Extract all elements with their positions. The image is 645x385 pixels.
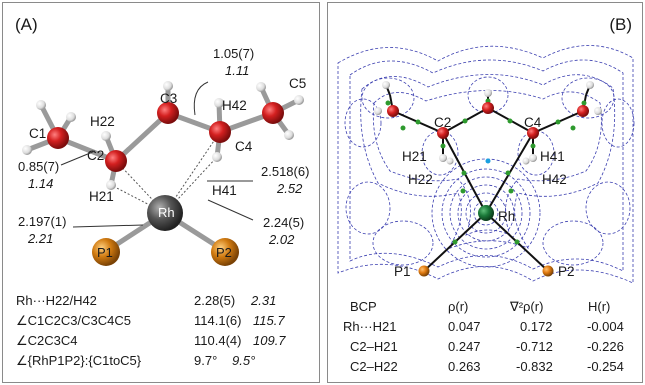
label-h42: H42 (222, 98, 247, 113)
row-calc: 109.7 (253, 333, 286, 348)
cell-laplacian: -0.832 (516, 359, 553, 374)
electron-density-map-b: C2 C4 H21 H41 H22 H42 Rh P1 P2 (337, 45, 635, 284)
row-label: Rh···H22/H42 (16, 293, 97, 308)
label-h42: H42 (542, 172, 567, 187)
label-c4: C4 (235, 139, 253, 154)
cell-rho: 0.047 (448, 319, 481, 334)
cell-rho: 0.263 (448, 359, 481, 374)
cell-bcp: C2–H21 (350, 339, 398, 354)
header-rho: ρ(r) (448, 299, 469, 314)
row-label: ∠C1C2C3/C3C4C5 (16, 313, 131, 328)
row-value: 2.28(5) (194, 293, 236, 308)
cell-energy: -0.004 (587, 319, 624, 334)
ring-critical-point-b (485, 158, 491, 164)
cell-energy: -0.254 (587, 359, 624, 374)
header-energy: H(r) (588, 299, 611, 314)
annotation-2-calc: 1.14 (28, 176, 53, 191)
molecule-structure-a: C1 C2 C3 C4 C5 H22 H42 H21 H41 Rh P1 P2 … (18, 46, 309, 266)
row-calc: 115.7 (253, 313, 285, 328)
row-calc: 2.31 (251, 293, 277, 308)
annotation-1-calc: 1.11 (225, 63, 249, 78)
cell-bcp: C2–H22 (350, 359, 398, 374)
label-c2: C2 (434, 115, 451, 130)
row-calc: 9.5° (232, 353, 256, 368)
phosphorus-atom-p1-b (418, 265, 430, 277)
label-c4: C4 (524, 115, 542, 130)
density-contours-b (337, 45, 635, 284)
label-rh: Rh (498, 209, 515, 224)
panel-a: (A) (2, 2, 320, 383)
annotation-4-calc: 2.02 (268, 232, 295, 247)
annotation-3-calc: 2.52 (276, 181, 303, 196)
header-laplacian: ∇²ρ(r) (510, 299, 544, 314)
row-label: ∠C2C3C4 (16, 333, 78, 348)
cell-laplacian: -0.712 (516, 339, 553, 354)
annotation-5-value: 2.197(1) (18, 214, 66, 229)
label-p2: P2 (216, 245, 232, 260)
hydrogen-atoms-a (22, 81, 304, 190)
label-p1: P1 (394, 264, 411, 279)
panel-b-tag: (B) (609, 15, 632, 34)
row-value: 114.1(6) (194, 313, 242, 328)
bond-critical-points-b (385, 98, 587, 245)
label-c2: C2 (87, 148, 104, 163)
carbon-atoms-a (47, 102, 284, 172)
cell-rho: 0.247 (448, 339, 481, 354)
row-label: ∠{RhP1P2}:{C1toC5} (16, 353, 142, 368)
phosphorus-atom-p2-a (211, 238, 239, 266)
carbon-atoms-b (387, 102, 589, 139)
label-p1: P1 (97, 245, 113, 260)
annotation-4-value: 2.24(5) (263, 215, 304, 230)
cell-bcp: Rh···H21 (343, 319, 397, 334)
rhodium-atom-b (478, 205, 494, 221)
annotation-2-value: 0.85(7) (18, 159, 59, 174)
label-p2: P2 (558, 264, 575, 279)
label-h41: H41 (540, 149, 565, 164)
hydrogen-atoms-b (374, 81, 602, 165)
row-value: 110.4(4) (194, 333, 242, 348)
cell-laplacian: 0.172 (520, 319, 553, 334)
label-h22: H22 (90, 114, 115, 129)
geometry-table-a: Rh···H22/H42 2.28(5) 2.31 ∠C1C2C3/C3C4C5… (16, 293, 316, 383)
annotation-arrows-a (60, 81, 254, 228)
annotation-3-value: 2.518(6) (261, 164, 309, 179)
label-rh: Rh (158, 205, 175, 220)
header-bcp: BCP (350, 299, 377, 314)
label-h21: H21 (402, 149, 427, 164)
bcp-table-b: BCP ρ(r) ∇²ρ(r) H(r) Rh···H21 0.047 0.17… (328, 299, 642, 379)
label-h41: H41 (212, 183, 237, 198)
label-h21: H21 (89, 189, 114, 204)
annotation-1-value: 1.05(7) (213, 46, 254, 61)
row-value: 9.7° (194, 353, 218, 368)
phosphorus-atom-p2-b (542, 265, 554, 277)
panel-b: (B) (327, 2, 643, 383)
panel-a-tag: (A) (15, 15, 38, 34)
label-c1: C1 (29, 126, 46, 141)
cell-energy: -0.226 (587, 339, 624, 354)
label-h22: H22 (408, 172, 433, 187)
annotation-5-calc: 2.21 (27, 231, 53, 246)
phosphorus-atom-p1-a (92, 238, 120, 266)
rhodium-atom-a (147, 195, 183, 231)
label-c5: C5 (289, 76, 306, 91)
label-c3: C3 (160, 91, 177, 106)
